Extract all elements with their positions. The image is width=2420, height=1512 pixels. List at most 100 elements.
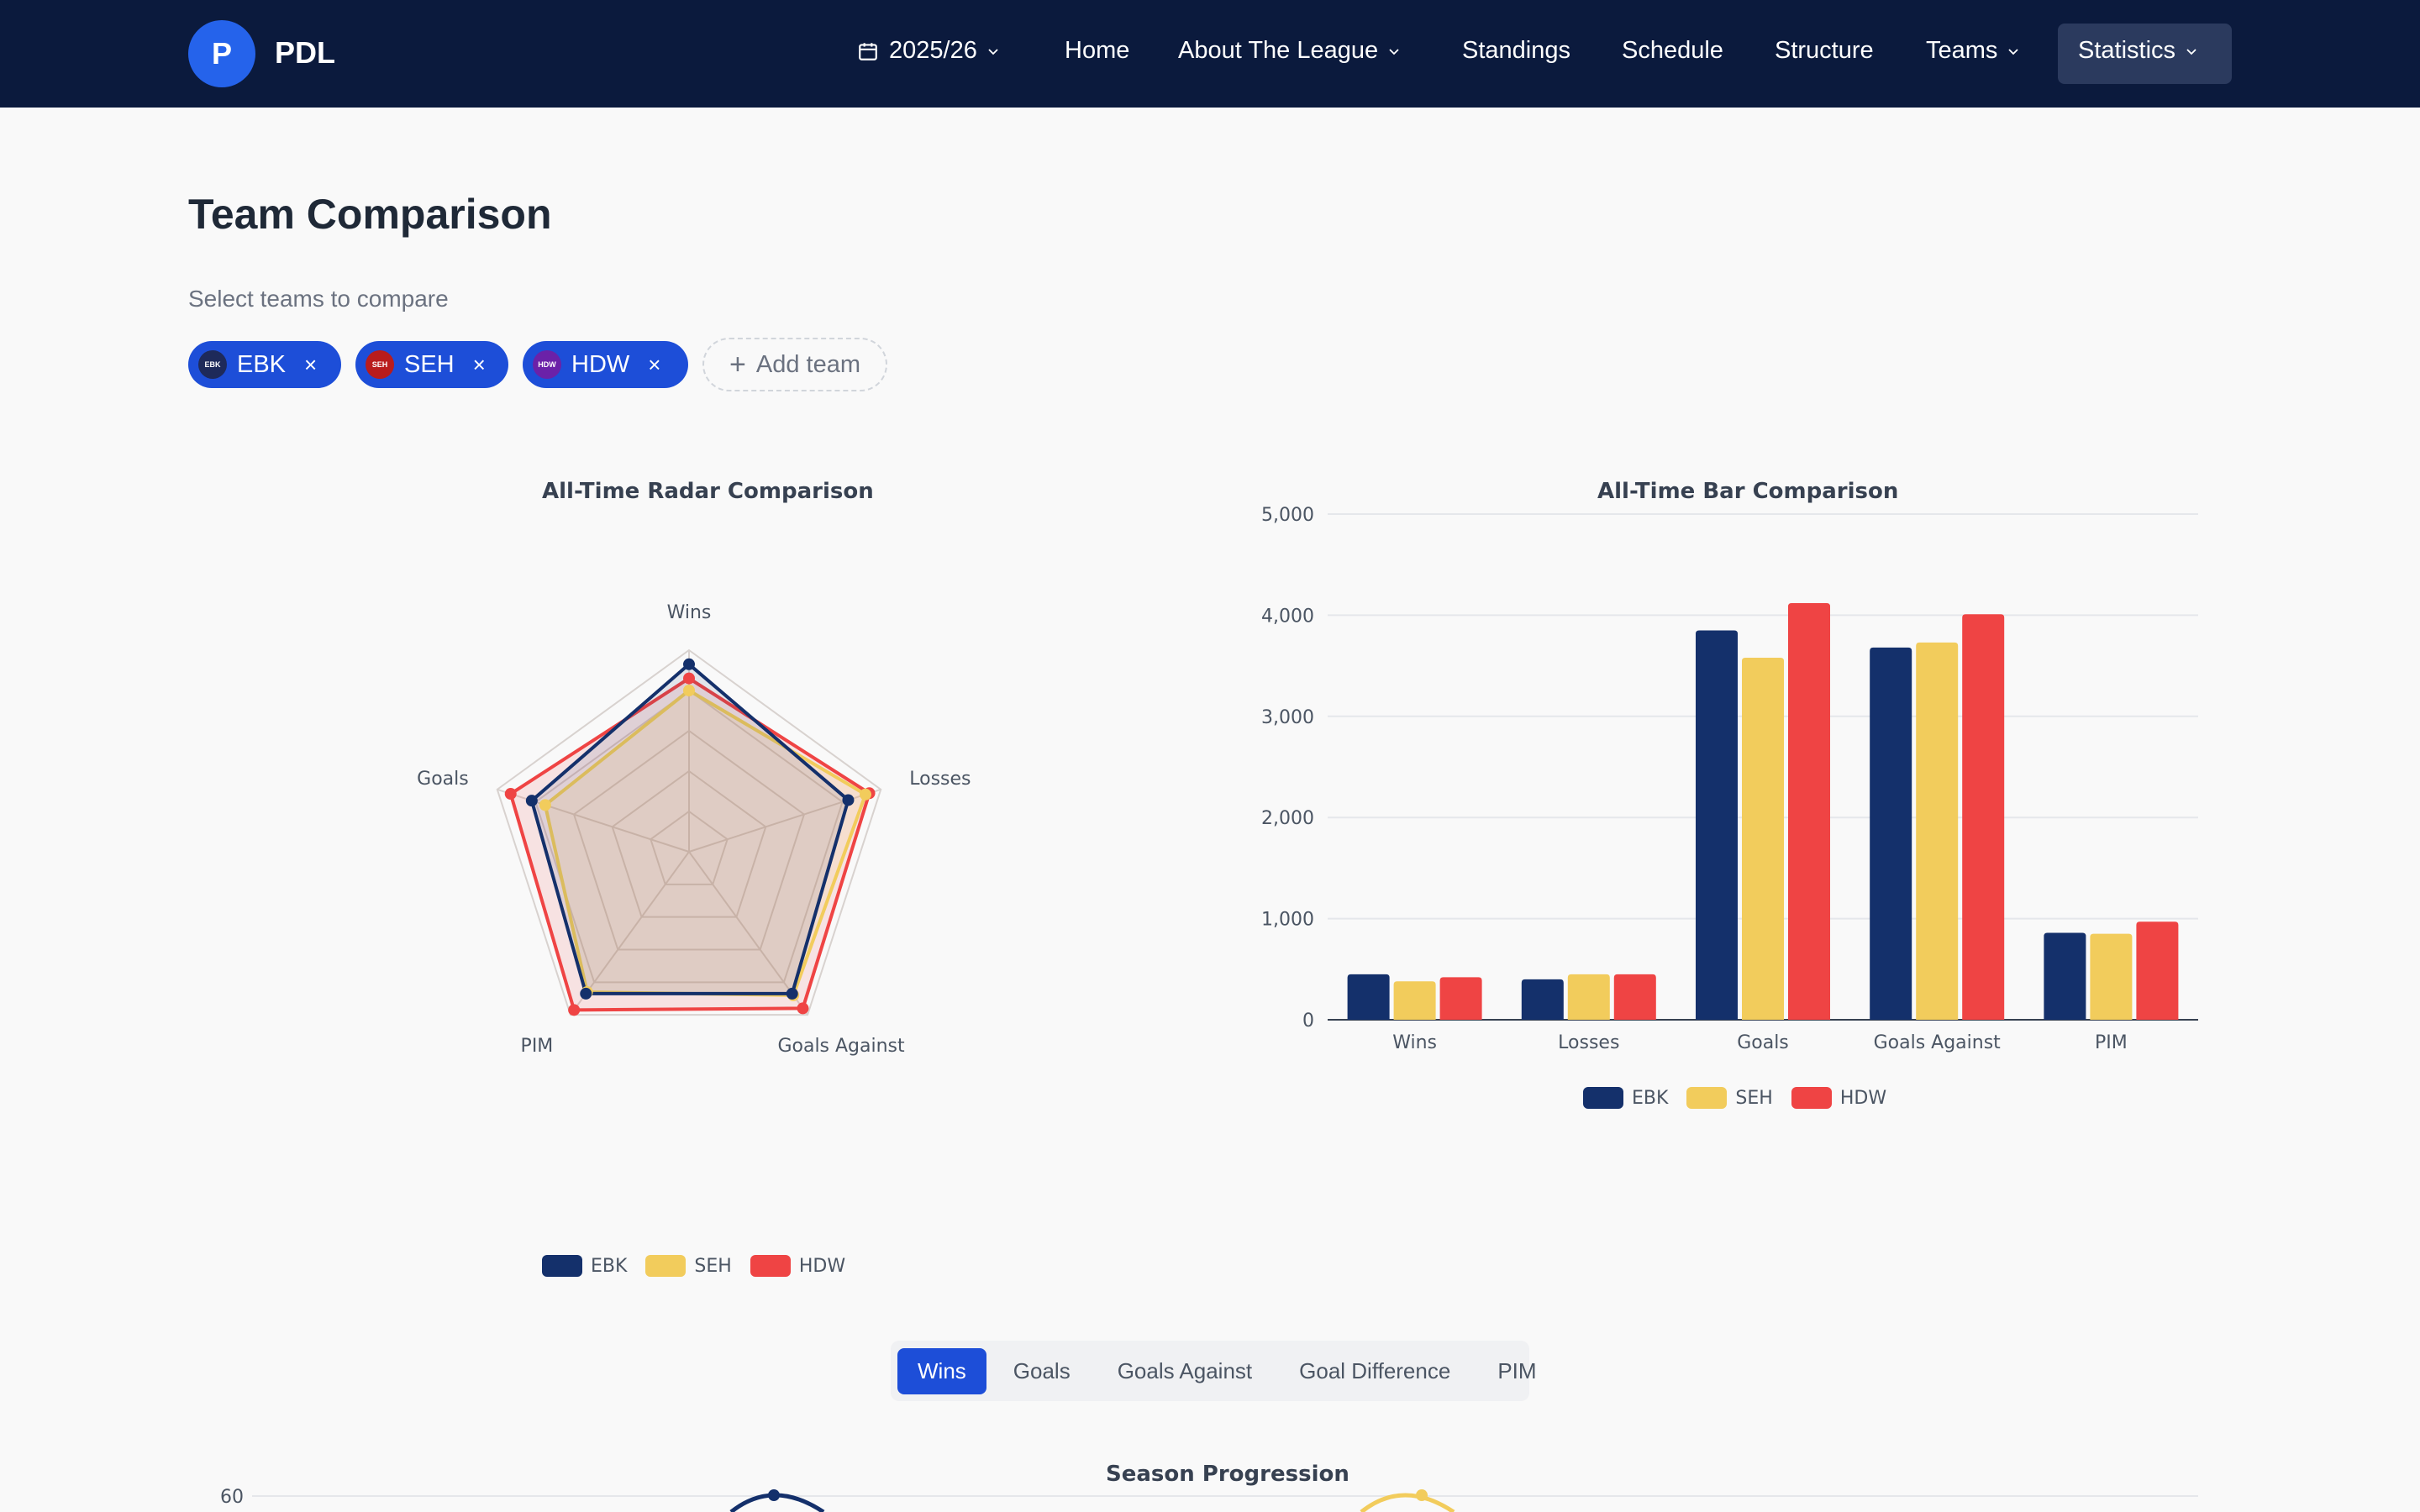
- bar-seh: [1916, 642, 1959, 1020]
- radar-point-ebk: [580, 987, 592, 1000]
- bar-hdw: [1439, 977, 1482, 1020]
- legend-swatch: [645, 1255, 687, 1277]
- chevron-down-icon: [2186, 48, 2196, 55]
- radar-grid-ring: [572, 729, 806, 951]
- radar-point-seh: [683, 685, 695, 696]
- x-tick-label: Goals: [1737, 1032, 1789, 1053]
- radar-axis-line: [688, 851, 808, 1016]
- x-tick-label: Goals Against: [1874, 1032, 2002, 1053]
- nav-standings-label: Standings: [1462, 37, 1570, 64]
- season-selector[interactable]: 2025/26: [857, 37, 999, 65]
- bar-ebk: [1696, 630, 1738, 1020]
- y-tick-label: 5,000: [1261, 505, 1314, 526]
- nav-schedule[interactable]: Schedule: [1622, 37, 1723, 65]
- radar-point-ebk: [525, 795, 538, 807]
- bar-hdw: [1613, 974, 1656, 1020]
- league-logo[interactable]: P: [188, 20, 255, 87]
- season-label: 2025/26: [889, 37, 977, 64]
- radar-point-hdw: [568, 1004, 581, 1016]
- top-navbar: P PDL 2025/26 Home About The League Stan…: [0, 0, 2420, 108]
- tab-pim[interactable]: PIM: [1497, 1357, 1537, 1383]
- bar-hdw: [2136, 921, 2179, 1020]
- bar-ebk: [1521, 979, 1564, 1020]
- ebk-point: [768, 1489, 780, 1501]
- progression-chart: 60: [220, 1487, 2198, 1512]
- y-tick-label: 0: [1302, 1011, 1314, 1032]
- radar-grid-ring: [496, 648, 882, 1016]
- team-chip-label: EBK: [237, 350, 287, 378]
- tab-goal-difference[interactable]: Goal Difference: [1299, 1357, 1451, 1383]
- bar-seh: [1742, 657, 1784, 1020]
- team-badge-icon: SEH: [366, 350, 394, 379]
- nav-home-label: Home: [1065, 37, 1130, 64]
- legend-item-ebk[interactable]: EBK: [1583, 1087, 1668, 1109]
- radar-axis-label: Goals Against: [777, 1036, 905, 1057]
- tab-goals[interactable]: Goals: [1013, 1357, 1071, 1383]
- nav-teams[interactable]: Teams: [1926, 37, 2019, 65]
- nav-about-label: About The League: [1178, 37, 1379, 64]
- seh-line: [1360, 1493, 1455, 1512]
- radar-legend: EBK SEH HDW: [542, 1255, 852, 1277]
- legend-swatch: [1583, 1087, 1623, 1109]
- legend-item-hdw[interactable]: HDW: [750, 1255, 845, 1277]
- bar-seh: [1393, 981, 1436, 1020]
- calendar-icon: [859, 42, 877, 60]
- remove-team-icon[interactable]: ×: [304, 351, 318, 377]
- plus-icon: +: [729, 348, 746, 381]
- app-name[interactable]: PDL: [275, 35, 335, 70]
- legend-label: EBK: [1632, 1087, 1669, 1109]
- add-team-button[interactable]: + Add team: [702, 338, 887, 391]
- legend-label: SEH: [694, 1255, 732, 1277]
- select-teams-label: Select teams to compare: [188, 286, 449, 312]
- legend-label: HDW: [798, 1255, 846, 1277]
- legend-item-seh[interactable]: SEH: [1686, 1087, 1773, 1109]
- y-tick-label: 3,000: [1261, 707, 1314, 728]
- radar-point-seh: [859, 788, 871, 801]
- radar-series-ebk: [529, 662, 850, 995]
- nav-standings[interactable]: Standings: [1462, 37, 1570, 65]
- legend-item-ebk[interactable]: EBK: [542, 1255, 627, 1277]
- bar-seh: [1567, 974, 1610, 1020]
- radar-axis-label: Losses: [909, 769, 971, 790]
- legend-swatch: [1791, 1087, 1832, 1109]
- bar-chart-title: All-Time Bar Comparison: [1597, 479, 1899, 504]
- bar-hdw: [1962, 614, 2005, 1020]
- bar-chart: 0 1,000 2,000 3,000 4,000 5,000 Wins Losses Goal…: [1261, 505, 2198, 1053]
- bar-ebk: [1870, 647, 1912, 1020]
- radar-point-hdw: [504, 788, 517, 801]
- seh-point: [1416, 1489, 1428, 1501]
- legend-item-hdw[interactable]: HDW: [1791, 1087, 1886, 1109]
- bar-seh: [2090, 933, 2133, 1020]
- metric-tabs: Wins Goals Goals Against Goal Difference…: [891, 1341, 1537, 1401]
- remove-team-icon[interactable]: ×: [648, 351, 661, 377]
- legend-swatch: [750, 1255, 791, 1277]
- bar-hdw: [1788, 602, 1830, 1020]
- team-chip-seh: SEH SEH ×: [355, 341, 508, 388]
- bar-legend: EBK SEH HDW: [1583, 1087, 1893, 1109]
- team-chip-ebk: EBK EBK ×: [188, 341, 341, 388]
- progression-chart-title: Season Progression: [1106, 1462, 1349, 1487]
- radar-chart-title: All-Time Radar Comparison: [542, 479, 874, 504]
- team-badge-icon: HDW: [533, 350, 561, 379]
- radar-grid-ring: [534, 689, 844, 984]
- nav-schedule-label: Schedule: [1622, 37, 1723, 64]
- nav-about[interactable]: About The League: [1178, 37, 1400, 65]
- radar-point-ebk: [683, 658, 695, 670]
- team-badge-icon: EBK: [198, 350, 227, 379]
- add-team-label: Add team: [755, 350, 860, 378]
- team-chip-hdw: HDW HDW ×: [523, 341, 688, 388]
- tab-goals-against[interactable]: Goals Against: [1117, 1357, 1253, 1383]
- nav-structure[interactable]: Structure: [1775, 37, 1874, 65]
- radar-grid-ring: [650, 810, 729, 885]
- legend-item-seh[interactable]: SEH: [645, 1255, 732, 1277]
- y-tick-label: 2,000: [1261, 808, 1314, 829]
- legend-swatch: [542, 1255, 582, 1277]
- page-title: Team Comparison: [188, 191, 552, 238]
- tab-wins[interactable]: Wins: [897, 1347, 986, 1394]
- radar-point-hdw: [683, 672, 695, 685]
- nav-home[interactable]: Home: [1065, 37, 1129, 65]
- remove-team-icon[interactable]: ×: [472, 351, 486, 377]
- bar-ebk: [1347, 974, 1390, 1020]
- chevron-down-icon: [988, 48, 998, 55]
- nav-statistics[interactable]: Statistics: [2078, 37, 2197, 65]
